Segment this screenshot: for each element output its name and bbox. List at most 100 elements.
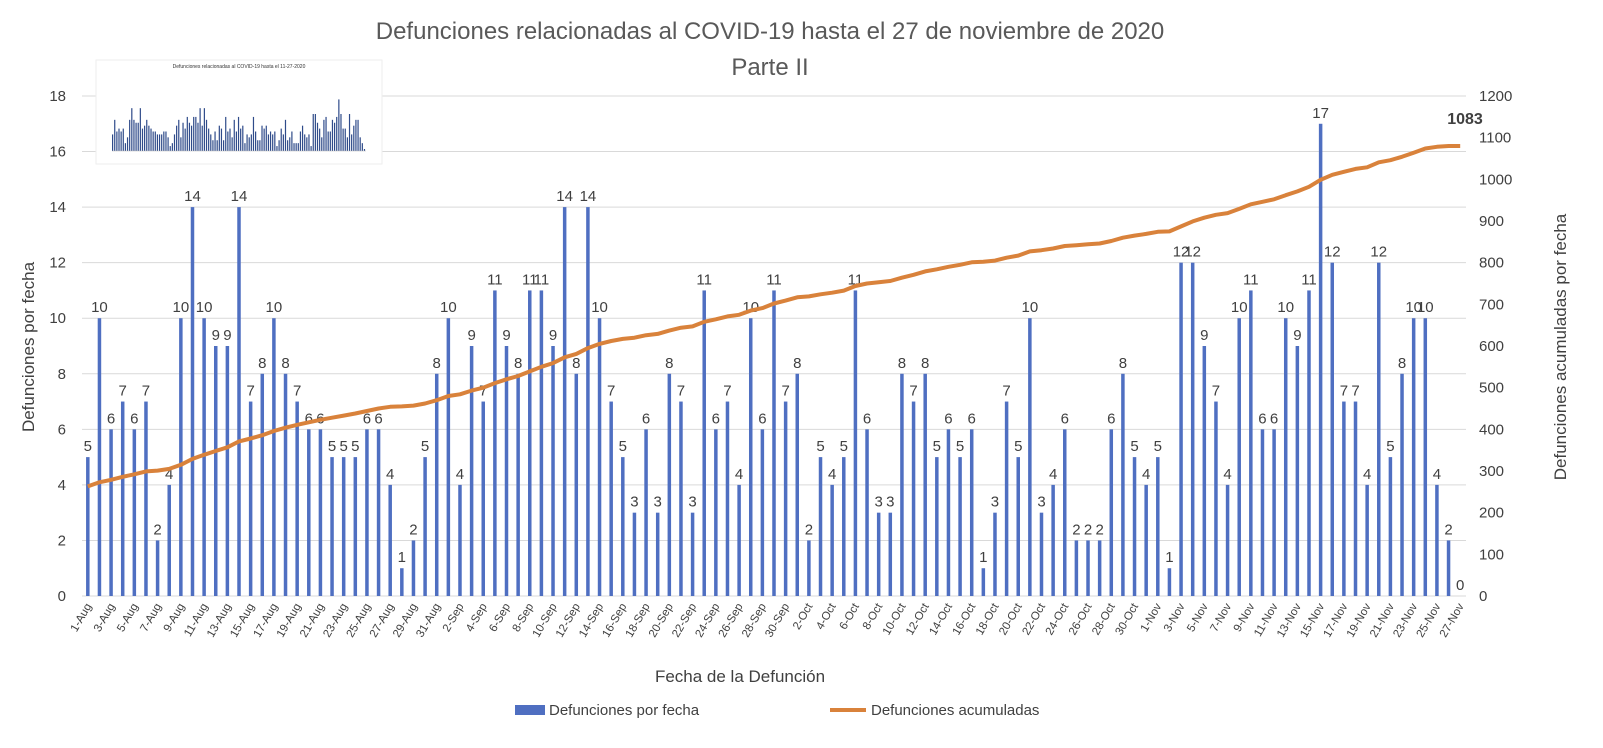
- inset-bar: [193, 116, 195, 151]
- bar-value-label: 8: [921, 355, 929, 372]
- inset-bar: [312, 114, 314, 151]
- inset-bar: [248, 137, 250, 151]
- bar: [1435, 484, 1439, 596]
- inset-bar: [359, 137, 361, 151]
- bar-value-label: 4: [828, 466, 836, 483]
- inset-bar: [141, 128, 144, 151]
- cumulative-line: [87, 144, 1461, 489]
- bar-value-label: 3: [630, 494, 638, 511]
- bar: [679, 401, 683, 596]
- bar-value-label: 10: [1277, 299, 1294, 316]
- legend-line-label: Defunciones acumuladas: [871, 702, 1039, 719]
- bar-value-label: 4: [165, 466, 173, 483]
- inset-bar: [222, 140, 225, 151]
- inset-bar: [344, 128, 346, 151]
- x-tick-label: 7-Nov: [1208, 601, 1234, 634]
- bar: [213, 346, 218, 596]
- inset-bar: [280, 128, 282, 151]
- bar-value-label: 5: [1154, 438, 1162, 455]
- bar: [807, 540, 811, 596]
- bar: [690, 512, 695, 596]
- inset-bar: [129, 119, 131, 151]
- inset-bar: [137, 122, 139, 151]
- bar-value-label: 10: [1405, 299, 1422, 316]
- bar: [295, 401, 299, 596]
- bar-value-label: 5: [1386, 438, 1394, 455]
- bar: [876, 512, 881, 596]
- x-tick-label: 4-Sep: [464, 602, 490, 635]
- bar-value-label: 2: [409, 521, 417, 538]
- bar: [341, 457, 346, 596]
- bar-value-label: 5: [933, 438, 941, 455]
- bar: [655, 512, 660, 596]
- x-tick-label: 3-Aug: [92, 602, 118, 635]
- inset-bar: [154, 131, 156, 151]
- inset-bar: [269, 131, 272, 151]
- bar: [1167, 568, 1172, 596]
- inset-bar: [233, 119, 235, 151]
- bar-value-label: 2: [153, 521, 161, 538]
- bar-value-label: 3: [875, 494, 883, 511]
- bar: [830, 484, 834, 596]
- bar: [1377, 262, 1381, 596]
- inset-bar: [363, 149, 366, 151]
- inset-bar: [333, 122, 336, 151]
- inset-bar: [197, 122, 199, 151]
- inset-bar: [190, 125, 193, 151]
- y-left-tick-label: 2: [58, 532, 66, 549]
- inset-bar: [120, 131, 122, 151]
- bar: [1214, 401, 1218, 596]
- bar-value-label: 7: [246, 383, 254, 400]
- bar: [632, 512, 637, 596]
- inset-bar: [237, 116, 240, 151]
- bar-value-label: 6: [107, 410, 115, 427]
- x-tick-label: 2-Sep: [441, 602, 467, 635]
- bar-value-label: 10: [266, 299, 283, 316]
- bar: [539, 290, 544, 596]
- legend-bar-swatch: [515, 705, 545, 715]
- y-axis-right-title: Defunciones acumuladas por fecha: [1551, 213, 1570, 480]
- x-tick-label: 4-Oct: [814, 601, 839, 632]
- bar-value-label: 9: [502, 327, 510, 344]
- bar-value-label: 10: [440, 299, 457, 316]
- bar: [318, 429, 323, 596]
- inset-bar: [252, 116, 255, 151]
- bar-value-label: 10: [196, 299, 213, 316]
- y-right-tick-label: 500: [1479, 380, 1504, 397]
- bar-value-label: 4: [735, 466, 743, 483]
- y-right-tick-label: 900: [1479, 213, 1504, 230]
- bar-value-label: 9: [467, 327, 475, 344]
- bar-value-label: 11: [534, 271, 550, 288]
- bar: [1179, 262, 1183, 596]
- inset-bar: [227, 131, 229, 151]
- bar-value-label: 8: [258, 355, 266, 372]
- inset-bar: [257, 140, 259, 151]
- bar: [469, 346, 474, 596]
- bar: [1307, 290, 1311, 596]
- inset-bar: [348, 114, 351, 151]
- inset-bar: [163, 131, 165, 151]
- x-axis-title: Fecha de la Defunción: [655, 667, 825, 686]
- bar-value-label: 1: [979, 549, 987, 566]
- bar-value-label: 8: [433, 355, 441, 372]
- inset-bar: [272, 134, 274, 151]
- bar-value-label: 9: [1293, 327, 1301, 344]
- bar-value-label: 8: [281, 355, 289, 372]
- bar-value-label: 5: [351, 438, 359, 455]
- inset-bar: [231, 137, 233, 151]
- bar: [1446, 540, 1451, 596]
- y-right-tick-label: 100: [1479, 546, 1504, 563]
- bar: [1272, 429, 1276, 596]
- bar: [365, 429, 369, 596]
- bar: [516, 373, 520, 596]
- right-axis-ticks: 0 100 200 300 400 500 600 700 800 900 1000 1100 1200: [1479, 88, 1512, 605]
- y-left-tick-label: 12: [49, 255, 66, 272]
- x-tick-label: 1-Aug: [69, 602, 95, 635]
- bar: [144, 401, 148, 596]
- bar: [493, 290, 497, 596]
- bar-value-label: 6: [863, 410, 871, 427]
- bar: [225, 346, 230, 596]
- inset-bar: [244, 143, 246, 151]
- y-left-tick-label: 4: [58, 477, 66, 494]
